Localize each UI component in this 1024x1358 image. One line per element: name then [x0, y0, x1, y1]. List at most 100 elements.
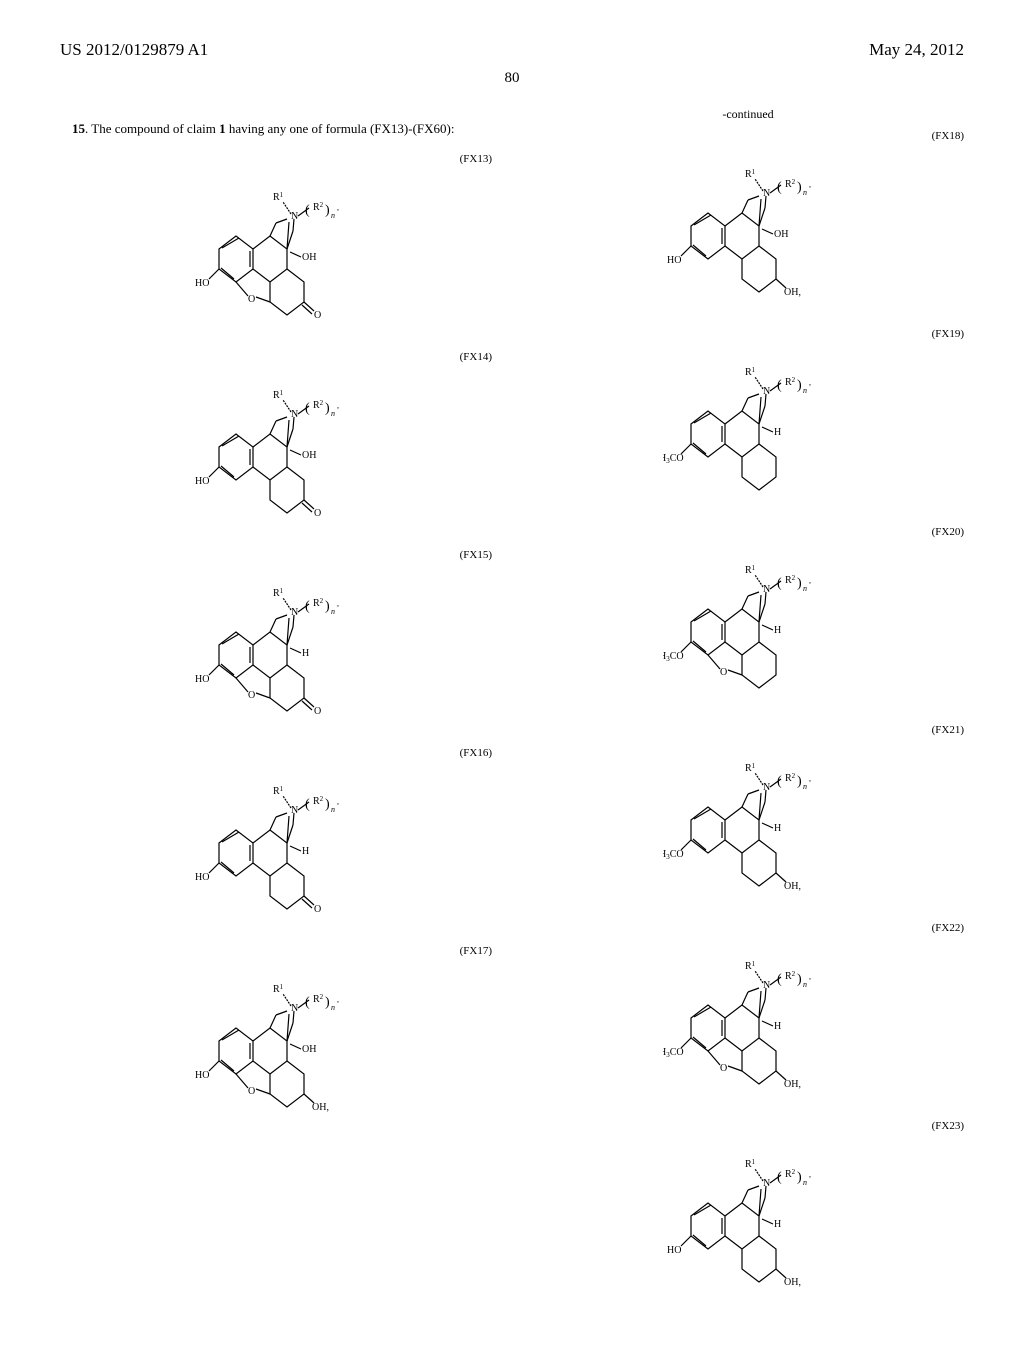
chemical-structure: NR1(R2)n,HOH,H3CO — [532, 724, 964, 910]
svg-text:R1: R1 — [745, 1158, 756, 1170]
formula-block: (FX19)NR1(R2)n,HH3CO — [532, 328, 964, 514]
svg-text:H: H — [774, 625, 781, 636]
svg-text:O: O — [720, 667, 727, 678]
svg-text:HO: HO — [195, 1070, 209, 1081]
svg-text:H3CO: H3CO — [663, 1047, 684, 1059]
chemical-structure: NR1(R2)n,OHOOH,HO — [60, 945, 492, 1131]
formula-label: (FX18) — [932, 130, 964, 142]
svg-text:): ) — [797, 972, 802, 987]
svg-text:R2: R2 — [785, 970, 796, 982]
svg-text:N: N — [291, 607, 298, 618]
continued-label: -continued — [532, 107, 964, 122]
svg-text:R1: R1 — [273, 587, 284, 599]
chemical-structure: NR1(R2)n,HH3CO — [532, 328, 964, 514]
formula-label: (FX23) — [932, 1120, 964, 1132]
svg-text:O: O — [314, 508, 321, 519]
left-column: 15. The compound of claim 1 having any o… — [60, 107, 492, 1318]
svg-text:OH,: OH, — [784, 287, 801, 298]
formula-block: (FX20)NR1(R2)n,HOH3CO — [532, 526, 964, 712]
svg-text:N: N — [763, 386, 770, 397]
svg-text:,: , — [809, 180, 811, 189]
svg-text:R1: R1 — [745, 366, 756, 378]
svg-text:N: N — [763, 980, 770, 991]
svg-text:O: O — [314, 310, 321, 321]
svg-text:n: n — [803, 1178, 807, 1187]
svg-text:R2: R2 — [785, 178, 796, 190]
svg-text:(: ( — [305, 599, 310, 614]
formula-label: (FX17) — [460, 945, 492, 957]
chemical-structure: NR1(R2)n,HOHO — [60, 747, 492, 933]
content-columns: 15. The compound of claim 1 having any o… — [60, 107, 964, 1318]
svg-text:n: n — [331, 607, 335, 616]
svg-text:(: ( — [777, 972, 782, 987]
svg-text:(: ( — [777, 576, 782, 591]
svg-text:n: n — [803, 386, 807, 395]
svg-text:O: O — [720, 1063, 727, 1074]
publication-date: May 24, 2012 — [869, 40, 964, 60]
chemical-structure: NR1(R2)n,HOH,HO — [532, 1120, 964, 1306]
svg-text:): ) — [325, 995, 330, 1010]
svg-text:,: , — [337, 203, 339, 212]
svg-text:R1: R1 — [745, 168, 756, 180]
formula-label: (FX15) — [460, 549, 492, 561]
svg-text:N: N — [291, 211, 298, 222]
svg-text:H: H — [774, 1219, 781, 1230]
svg-text:n: n — [331, 211, 335, 220]
svg-text:(: ( — [305, 203, 310, 218]
svg-text:H: H — [774, 1021, 781, 1032]
svg-text:(: ( — [305, 995, 310, 1010]
svg-text:): ) — [325, 203, 330, 218]
svg-text:R2: R2 — [785, 772, 796, 784]
chemical-structure: NR1(R2)n,HOH3CO — [532, 526, 964, 712]
svg-text:(: ( — [305, 797, 310, 812]
svg-text:H3CO: H3CO — [663, 849, 684, 861]
svg-text:OH,: OH, — [312, 1102, 329, 1113]
svg-text:,: , — [337, 995, 339, 1004]
claim-number: 15 — [72, 121, 85, 136]
svg-text:N: N — [763, 782, 770, 793]
formula-label: (FX13) — [460, 153, 492, 165]
chemical-structure: NR1(R2)n,HOOH,H3CO — [532, 922, 964, 1108]
svg-text:n: n — [803, 980, 807, 989]
formula-label: (FX19) — [932, 328, 964, 340]
svg-text:H: H — [774, 823, 781, 834]
svg-text:R2: R2 — [785, 574, 796, 586]
chemical-structure: NR1(R2)n,OHOHO — [60, 351, 492, 537]
svg-text:n: n — [331, 805, 335, 814]
svg-text:OH,: OH, — [784, 881, 801, 892]
formula-block: (FX15)NR1(R2)n,HOOHO — [60, 549, 492, 735]
svg-text:R2: R2 — [313, 795, 324, 807]
page-number: 80 — [60, 70, 964, 87]
right-column: -continued (FX18)NR1(R2)n,OHOH,HO(FX19)N… — [532, 107, 964, 1318]
formula-label: (FX20) — [932, 526, 964, 538]
svg-text:R2: R2 — [313, 399, 324, 411]
svg-text:OH,: OH, — [784, 1079, 801, 1090]
formula-label: (FX14) — [460, 351, 492, 363]
formula-label: (FX16) — [460, 747, 492, 759]
svg-text:(: ( — [777, 180, 782, 195]
formula-block: (FX22)NR1(R2)n,HOOH,H3CO — [532, 922, 964, 1108]
svg-text:R1: R1 — [273, 785, 284, 797]
claim-text: 15. The compound of claim 1 having any o… — [60, 120, 492, 138]
svg-text:): ) — [325, 797, 330, 812]
page-header: US 2012/0129879 A1 May 24, 2012 — [60, 40, 964, 60]
svg-text:H3CO: H3CO — [663, 453, 684, 465]
formula-label: (FX21) — [932, 724, 964, 736]
svg-text:,: , — [809, 378, 811, 387]
svg-text:(: ( — [777, 774, 782, 789]
svg-text:): ) — [797, 774, 802, 789]
svg-text:n: n — [331, 1003, 335, 1012]
svg-text:HO: HO — [195, 674, 209, 685]
svg-text:(: ( — [777, 1170, 782, 1185]
svg-text:,: , — [809, 576, 811, 585]
svg-text:R1: R1 — [745, 960, 756, 972]
svg-text:n: n — [803, 584, 807, 593]
svg-text:O: O — [248, 294, 255, 305]
svg-text:N: N — [291, 805, 298, 816]
svg-text:(: ( — [305, 401, 310, 416]
svg-text:HO: HO — [667, 255, 681, 266]
svg-text:N: N — [763, 584, 770, 595]
svg-text:H: H — [774, 427, 781, 438]
svg-text:N: N — [763, 188, 770, 199]
left-formulas: (FX13)NR1(R2)n,OHOOHO(FX14)NR1(R2)n,OHOH… — [60, 153, 492, 1143]
